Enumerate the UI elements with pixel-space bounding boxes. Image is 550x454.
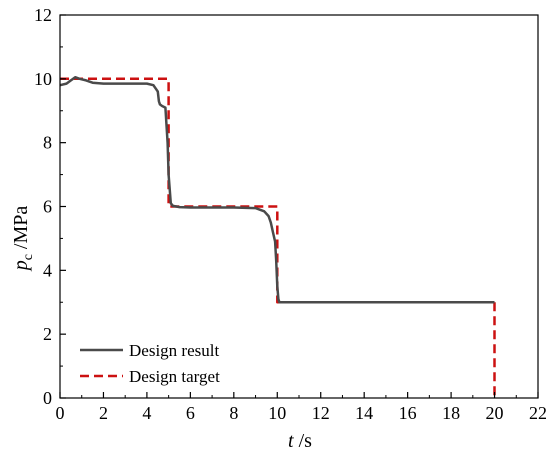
y-tick-label: 4 (43, 260, 52, 280)
axes: 0 2 4 6 8 10 12 14 16 18 20 22 0 2 4 6 8 10 12 (34, 5, 547, 423)
legend-label-design-target: Design target (129, 367, 220, 386)
y-axis-label: pc /MPa (10, 206, 36, 273)
x-tick-label: 18 (442, 403, 460, 423)
series-line-design-result (59, 75, 495, 304)
plot-area (59, 75, 496, 398)
x-tick-label: 16 (399, 403, 417, 423)
x-tick-label: 2 (99, 403, 108, 423)
x-tick-label: 22 (529, 403, 547, 423)
y-tick-label: 8 (43, 133, 52, 153)
y-tick-label: 2 (43, 324, 52, 344)
x-tick-label: 8 (229, 403, 238, 423)
x-tick-label: 6 (186, 403, 195, 423)
x-axis-label: t /s (288, 430, 312, 452)
x-tick-label: 12 (312, 403, 330, 423)
legend: Design result Design target (80, 341, 220, 386)
x-tick-label: 4 (142, 403, 151, 423)
y-tick-label: 6 (43, 197, 52, 217)
y-tick-label: 10 (34, 69, 52, 89)
series-line-design-target (60, 77, 496, 398)
y-tick-label: 0 (43, 388, 52, 408)
x-tick-label: 0 (56, 403, 65, 423)
x-tick-label: 10 (268, 403, 286, 423)
x-tick-label: 20 (486, 403, 504, 423)
legend-label-design-result: Design result (129, 341, 219, 360)
x-tick-label: 14 (355, 403, 373, 423)
y-tick-label: 12 (34, 5, 52, 25)
